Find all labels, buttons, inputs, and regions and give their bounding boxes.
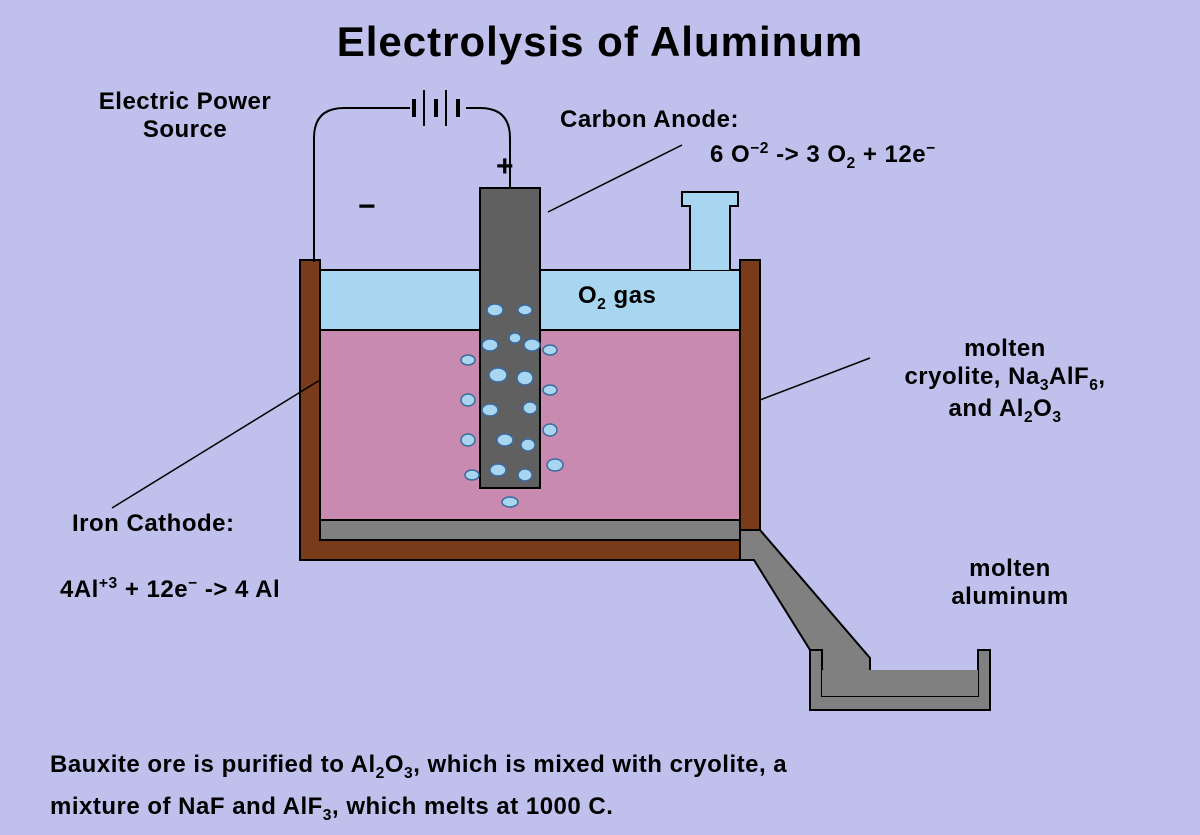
cathode-equation: 4Al+3 + 12e− -> 4 Al [60,575,280,604]
power-source-label: Electric Power Source [60,88,310,144]
molten-aluminum-l1: molten [969,555,1051,582]
carbon-anode-label: Carbon Anode: [560,106,739,134]
caption: Bauxite ore is purified to Al2O3, which … [50,745,1150,830]
power-source-line2: Source [143,116,227,143]
caption-line1: Bauxite ore is purified to Al2O3, which … [50,751,787,778]
molten-aluminum-l2: aluminum [951,583,1068,610]
minus-sign: − [358,190,376,224]
plus-sign: + [496,150,514,184]
caption-line2: mixture of NaF and AlF3, which melts at … [50,793,613,820]
diagram-canvas: Electrolysis of Aluminum Electric Power … [0,0,1200,835]
molten-cryolite-l3: and Al2O3 [949,395,1062,422]
molten-cryolite-l1: molten [964,335,1046,362]
iron-cathode-label: Iron Cathode: [72,510,235,538]
molten-aluminum-label: molten aluminum [920,555,1100,611]
o2-gas-label: O2 gas [578,282,656,314]
power-source-line1: Electric Power [99,88,271,115]
molten-cryolite-l2: cryolite, Na3AlF6, [904,363,1105,390]
anode-equation: 6 O−2 -> 3 O2 + 12e− [710,140,936,173]
molten-cryolite-label: molten cryolite, Na3AlF6, and Al2O3 [870,335,1140,427]
